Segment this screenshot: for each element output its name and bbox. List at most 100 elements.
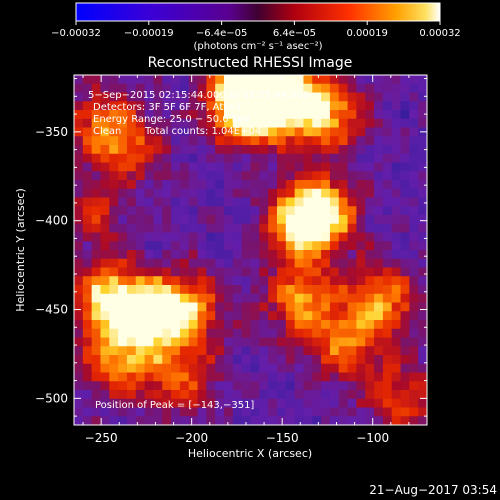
heatmap-cell — [241, 153, 252, 164]
heatmap-cell — [241, 162, 252, 172]
heatmap-cell — [409, 223, 419, 234]
heatmap-cell — [312, 250, 322, 260]
heatmap-cell — [171, 381, 181, 391]
heatmap-cell — [153, 215, 163, 225]
heatmap-cell — [118, 381, 128, 391]
heatmap-cell — [303, 407, 313, 417]
heatmap-cell — [391, 145, 402, 155]
heatmap-cell — [347, 337, 357, 347]
heatmap-cell — [100, 188, 110, 199]
heatmap-cell — [91, 171, 102, 181]
heatmap-cell — [179, 381, 190, 391]
heatmap-cell — [303, 328, 313, 339]
heatmap-cell — [418, 101, 427, 111]
heatmap-cell — [126, 92, 137, 102]
heatmap-cell — [321, 311, 331, 321]
heatmap-cell — [400, 363, 410, 374]
heatmap-cell — [179, 92, 190, 102]
heatmap-cell — [241, 276, 252, 286]
heatmap-cell — [400, 381, 410, 391]
heatmap-cell — [276, 363, 287, 374]
heatmap-cell — [400, 390, 410, 400]
heatmap-cell — [144, 320, 155, 330]
heatmap-cell — [82, 267, 93, 277]
heatmap-cell — [347, 75, 357, 85]
heatmap-cell — [232, 232, 243, 242]
heatmap-cell — [224, 118, 234, 129]
heatmap-cell — [382, 276, 393, 286]
heatmap-cell — [91, 311, 102, 321]
heatmap-cell — [338, 407, 349, 417]
heatmap-cell — [144, 276, 155, 286]
heatmap-cell — [268, 75, 278, 85]
colorbar-tick-label: −0.00019 — [124, 28, 174, 39]
heatmap-cell — [232, 83, 243, 94]
heatmap-cell — [224, 101, 234, 111]
heatmap-cell — [268, 188, 278, 199]
heatmap-cell — [162, 293, 172, 304]
heatmap-cell — [303, 232, 313, 242]
heatmap-cell — [215, 293, 225, 304]
heatmap-cell — [91, 407, 102, 417]
heatmap-cell — [418, 363, 427, 374]
colorbar-tick-label: 0.00032 — [419, 28, 460, 39]
heatmap-cell — [276, 223, 287, 234]
heatmap-cell — [197, 250, 207, 260]
heatmap-cell — [329, 110, 340, 120]
heatmap-cell — [153, 267, 163, 277]
heatmap-cell — [162, 215, 172, 225]
heatmap-cell — [321, 92, 331, 102]
heatmap-cell — [259, 320, 269, 330]
heatmap-cell — [329, 136, 340, 146]
heatmap-cell — [135, 110, 146, 120]
heatmap-cell — [232, 188, 243, 199]
heatmap-cell — [312, 311, 322, 321]
heatmap-cell — [82, 241, 93, 251]
heatmap-cell — [109, 302, 119, 312]
heatmap-cell — [100, 328, 110, 339]
heatmap-cell — [171, 407, 181, 417]
heatmap-cell — [259, 267, 269, 277]
heatmap-cell — [294, 127, 305, 137]
heatmap-cell — [312, 346, 322, 356]
heatmap-cell — [162, 328, 172, 339]
heatmap-cell — [276, 276, 287, 286]
heatmap-cell — [259, 232, 269, 242]
heatmap-cell — [321, 250, 331, 260]
heatmap-cell — [153, 223, 163, 234]
heatmap-cell — [356, 101, 366, 111]
heatmap-cell — [391, 206, 402, 216]
heatmap-cell — [135, 258, 146, 269]
heatmap-cell — [144, 153, 155, 164]
heatmap-cell — [268, 127, 278, 137]
heatmap-cell — [276, 328, 287, 339]
heatmap-cell — [329, 153, 340, 164]
heatmap-cell — [206, 293, 216, 304]
heatmap-cell — [294, 232, 305, 242]
heatmap-cell — [135, 197, 146, 207]
heatmap-cell — [356, 188, 366, 199]
heatmap-cell — [321, 101, 331, 111]
heatmap-cell — [74, 153, 84, 164]
heatmap-cell — [303, 390, 313, 400]
heatmap-cell — [153, 188, 163, 199]
heatmap-cell — [285, 346, 296, 356]
heatmap-cell — [382, 241, 393, 251]
heatmap-cell — [162, 320, 172, 330]
heatmap-cell — [74, 83, 84, 94]
heatmap-cell — [400, 328, 410, 339]
heatmap-cell — [197, 311, 207, 321]
heatmap-cell — [162, 127, 172, 137]
heatmap-cell — [171, 293, 181, 304]
heatmap-cell — [294, 241, 305, 251]
heatmap-cell — [259, 337, 269, 347]
heatmap-cell — [374, 337, 384, 347]
heatmap-cell — [285, 302, 296, 312]
heatmap-cell — [250, 118, 260, 129]
heatmap-cell — [197, 232, 207, 242]
heatmap-cell — [409, 390, 419, 400]
heatmap-cell — [224, 407, 234, 417]
heatmap-cell — [118, 188, 128, 199]
heatmap-cell — [232, 267, 243, 277]
heatmap-cell — [409, 337, 419, 347]
